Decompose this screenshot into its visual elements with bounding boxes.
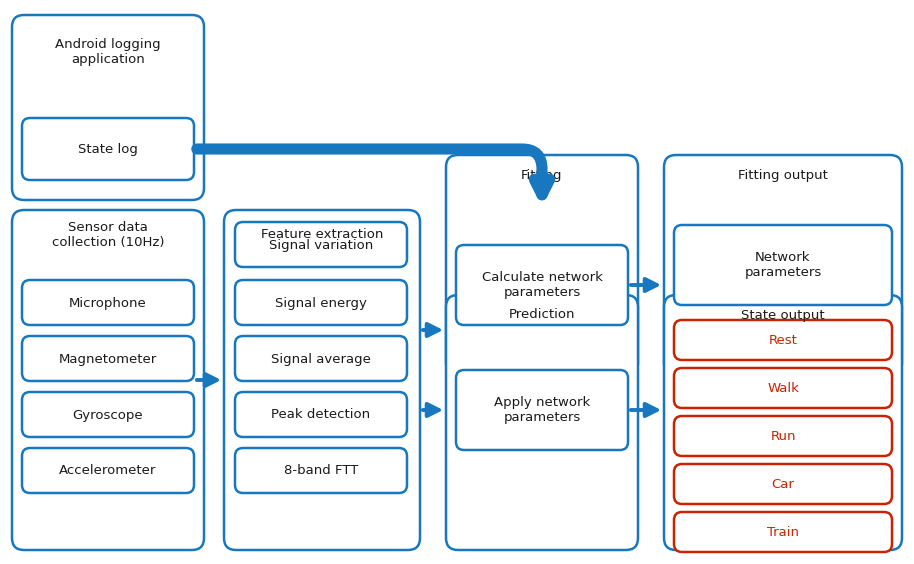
FancyBboxPatch shape <box>664 295 902 550</box>
FancyBboxPatch shape <box>456 370 628 450</box>
Text: State output: State output <box>741 309 824 321</box>
Text: Run: Run <box>771 430 796 443</box>
Text: Rest: Rest <box>769 333 797 346</box>
FancyBboxPatch shape <box>674 416 892 456</box>
FancyBboxPatch shape <box>22 280 194 325</box>
FancyBboxPatch shape <box>664 155 902 375</box>
FancyBboxPatch shape <box>22 336 194 381</box>
Text: Gyroscope: Gyroscope <box>73 408 143 421</box>
FancyBboxPatch shape <box>224 210 420 550</box>
FancyBboxPatch shape <box>235 222 407 267</box>
Text: Car: Car <box>771 478 794 491</box>
Text: Peak detection: Peak detection <box>271 408 370 421</box>
Text: Signal energy: Signal energy <box>275 297 367 310</box>
Text: State log: State log <box>78 143 138 156</box>
FancyBboxPatch shape <box>22 392 194 437</box>
FancyBboxPatch shape <box>446 295 638 550</box>
Text: Accelerometer: Accelerometer <box>59 465 156 478</box>
Text: Sensor data
collection (10Hz): Sensor data collection (10Hz) <box>52 221 165 249</box>
FancyBboxPatch shape <box>446 155 638 375</box>
FancyBboxPatch shape <box>22 448 194 493</box>
Text: Apply network
parameters: Apply network parameters <box>494 396 590 424</box>
FancyBboxPatch shape <box>674 225 892 305</box>
FancyBboxPatch shape <box>235 448 407 493</box>
FancyBboxPatch shape <box>12 15 204 200</box>
FancyBboxPatch shape <box>22 118 194 180</box>
Text: 8-band FTT: 8-band FTT <box>284 465 358 478</box>
Text: Fitting output: Fitting output <box>739 169 828 182</box>
Text: Calculate network
parameters: Calculate network parameters <box>482 271 602 299</box>
Text: Feature extraction: Feature extraction <box>260 228 383 241</box>
Text: Fitting: Fitting <box>521 169 563 182</box>
Text: Walk: Walk <box>767 381 799 394</box>
Text: Train: Train <box>767 526 799 539</box>
Text: Signal average: Signal average <box>271 352 371 365</box>
FancyBboxPatch shape <box>235 336 407 381</box>
FancyBboxPatch shape <box>674 512 892 552</box>
FancyBboxPatch shape <box>235 392 407 437</box>
Text: Microphone: Microphone <box>69 297 147 310</box>
FancyBboxPatch shape <box>674 464 892 504</box>
Text: Android logging
application: Android logging application <box>55 38 161 66</box>
FancyBboxPatch shape <box>12 210 204 550</box>
Text: Network
parameters: Network parameters <box>744 251 822 279</box>
Text: Magnetometer: Magnetometer <box>58 352 157 365</box>
Text: Signal variation: Signal variation <box>269 239 373 252</box>
FancyBboxPatch shape <box>235 280 407 325</box>
Text: Prediction: Prediction <box>509 309 575 321</box>
FancyArrowPatch shape <box>197 149 550 195</box>
FancyBboxPatch shape <box>456 245 628 325</box>
FancyBboxPatch shape <box>674 368 892 408</box>
FancyBboxPatch shape <box>674 320 892 360</box>
